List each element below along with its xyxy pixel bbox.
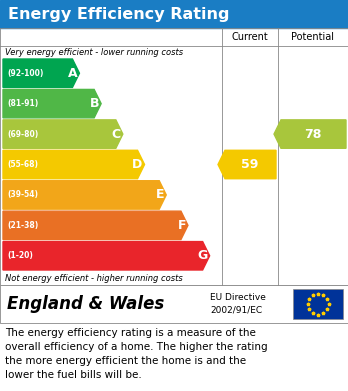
Text: EU Directive: EU Directive (210, 293, 266, 302)
Bar (0, 0, 348, 28)
Text: (1-20): (1-20) (7, 251, 33, 260)
Polygon shape (3, 90, 101, 118)
Text: (92-100): (92-100) (7, 69, 44, 78)
Text: C: C (112, 127, 121, 141)
Text: (55-68): (55-68) (7, 160, 38, 169)
Text: Energy Efficiency Rating: Energy Efficiency Rating (8, 7, 229, 22)
Text: Very energy efficient - lower running costs: Very energy efficient - lower running co… (5, 48, 183, 57)
Text: 59: 59 (241, 158, 259, 171)
Bar (0, 28, 348, 285)
Text: D: D (132, 158, 143, 171)
Text: 2002/91/EC: 2002/91/EC (210, 306, 262, 315)
Text: (21-38): (21-38) (7, 221, 38, 230)
Text: the more energy efficient the home is and the: the more energy efficient the home is an… (5, 356, 246, 366)
Text: (81-91): (81-91) (7, 99, 38, 108)
Text: England & Wales: England & Wales (7, 295, 164, 313)
Text: B: B (90, 97, 99, 110)
Polygon shape (3, 150, 144, 179)
Text: Not energy efficient - higher running costs: Not energy efficient - higher running co… (5, 274, 183, 283)
Bar (0, 285, 348, 323)
Polygon shape (3, 211, 188, 240)
Polygon shape (3, 59, 79, 88)
Text: E: E (156, 188, 164, 201)
Text: The energy efficiency rating is a measure of the: The energy efficiency rating is a measur… (5, 328, 256, 338)
Text: overall efficiency of a home. The higher the rating: overall efficiency of a home. The higher… (5, 342, 268, 352)
Polygon shape (218, 150, 276, 179)
Text: Potential: Potential (292, 32, 334, 42)
Polygon shape (274, 120, 346, 148)
Polygon shape (3, 242, 209, 270)
Text: A: A (68, 67, 78, 80)
Polygon shape (3, 181, 166, 209)
Polygon shape (3, 120, 123, 148)
Text: (69-80): (69-80) (7, 129, 38, 138)
Text: Current: Current (232, 32, 268, 42)
Text: lower the fuel bills will be.: lower the fuel bills will be. (5, 370, 142, 380)
Text: 78: 78 (304, 127, 322, 141)
Text: (39-54): (39-54) (7, 190, 38, 199)
Text: G: G (197, 249, 208, 262)
Bar (293, 289, 343, 319)
Text: F: F (177, 219, 186, 232)
